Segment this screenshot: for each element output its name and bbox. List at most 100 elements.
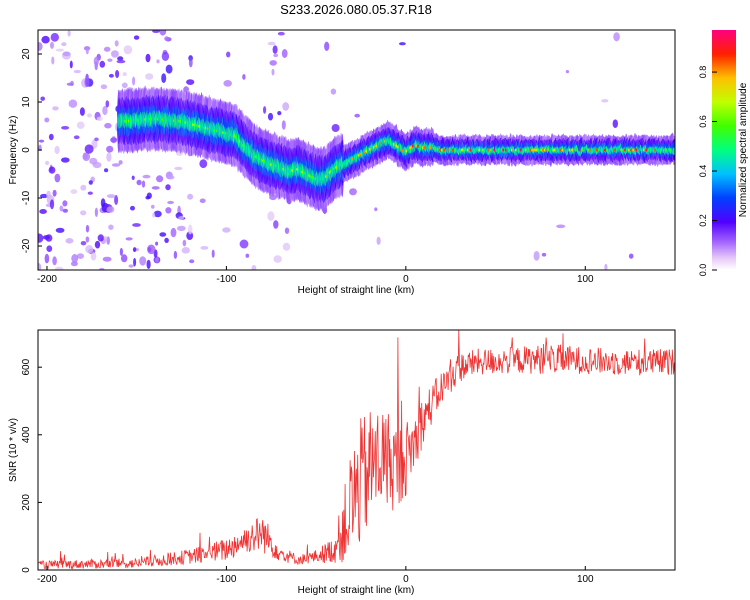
spectrogram-noise-blob (38, 42, 43, 51)
spectrogram-noise-blob (281, 120, 286, 130)
spectrogram-noise-blob (110, 137, 118, 143)
spectrogram-noise-blob (116, 59, 126, 64)
spectrogram-noise-blob (94, 207, 98, 217)
spectrogram-noise-blob (40, 96, 45, 101)
spectrogram-noise-blob (142, 174, 151, 179)
spectrogram-noise-blob (239, 239, 249, 249)
spectrogram-noise-blob (156, 175, 164, 183)
spectrogram-noise-blob (269, 194, 277, 201)
spectrogram-noise-blob (107, 58, 113, 62)
spectrogram-noise-blob (164, 36, 170, 41)
spectrogram-noise-blob (273, 255, 282, 263)
spectrogram-noise-blob (628, 253, 634, 259)
spectrogram-noise-blob (111, 163, 121, 167)
spectrogram-noise-blob (114, 195, 119, 205)
spectrogram-noise-blob (38, 139, 45, 143)
spectrogram-noise-blob (152, 30, 160, 33)
spectrogram-noise-blob (62, 200, 68, 207)
spectrogram-noise-blob (133, 35, 140, 40)
spectrogram-noise-blob (601, 99, 609, 103)
spectrogram-noise-blob (152, 212, 156, 218)
spectrogram-noise-blob (82, 152, 91, 161)
spectrogram-noise-blob (139, 256, 147, 266)
spectrogram-noise-blob (85, 236, 90, 243)
spectrogram-noise-blob (132, 223, 141, 227)
spectrogram-noise-blob (164, 237, 169, 243)
spectrogram-noise-blob (147, 244, 156, 255)
spectrogram-noise-blob (79, 107, 85, 116)
spectrogram-noise-blob (242, 74, 246, 80)
spectrogram-noise-blob (69, 60, 73, 69)
spectrogram-noise-blob (533, 251, 540, 261)
snr-y-tick-label: 400 (21, 426, 32, 443)
colorbar: 0.0 0.2 0.4 0.6 0.8 Normalized spectral ampl… (698, 30, 749, 276)
spectrogram-noise-blob (38, 263, 42, 270)
spectrogram-noise-blob (121, 82, 128, 89)
spectrogram-noise-blob (199, 198, 206, 204)
spectrogram-noise-blob (61, 51, 71, 60)
spectrogram-noise-blob (200, 246, 209, 250)
spectrogram-noise-blob (118, 160, 123, 165)
spectrogram-noise-blob (119, 247, 123, 256)
spectrogram-noise-blob (45, 160, 50, 166)
spectrogram-noise-blob (102, 256, 112, 262)
spectrogram-noise-blob (170, 227, 177, 238)
spectrogram-noise-blob (222, 227, 231, 233)
spectrogram-noise-blob (103, 46, 111, 52)
spectrogram-noise-blob (173, 250, 178, 259)
spectrogram-noise-blob (38, 144, 42, 152)
spectrogram-noise-blob (108, 224, 114, 230)
spectrogram-noise-blob (161, 73, 167, 83)
spectrogram-noise-blob (84, 144, 94, 154)
snr-x-tick-label: -100 (216, 574, 236, 585)
spectrogram-noise-blob (174, 166, 183, 171)
spectrogram-noise-blob (181, 247, 190, 254)
colorbar-tick-label: 0.8 (698, 66, 708, 79)
spectrogram-noise-blob (354, 113, 361, 118)
spectrogram-noise-blob (104, 168, 109, 173)
spectrogram-noise-blob (271, 68, 275, 76)
spectrogram-band-cell (672, 147, 675, 155)
spectrogram-noise-blob (94, 240, 101, 249)
spectrogram-noise-blob (136, 179, 142, 186)
spectrogram-noise-blob (54, 145, 60, 155)
spectrogram-noise-blob (267, 211, 275, 221)
spectrogram-noise-blob (89, 157, 98, 165)
spectrogram-noise-blob (39, 209, 47, 214)
snr-panel: -200 -100 0 100 0 200 400 600 Height of straig… (8, 329, 676, 596)
spectrogram-noise-blob (188, 58, 193, 68)
figure-title: S233.2026.080.05.37.R18 (280, 2, 432, 17)
spectrogram-noise-blob (68, 99, 78, 108)
snr-x-tick-label: 0 (403, 574, 409, 585)
spectrogram-noise-blob (106, 194, 116, 199)
spectrogram-noise-blob (87, 191, 93, 195)
spectrogram-noise-blob (48, 133, 54, 141)
colorbar-tick-label: 0.6 (698, 115, 708, 128)
spectrogram-noise-blob (61, 126, 70, 130)
spectrogram-noise-blob (145, 53, 151, 63)
spectrogram-noise-blob (167, 175, 175, 180)
spectrogram-noise-blob (97, 234, 105, 242)
spectrogram-noise-blob (96, 116, 103, 122)
spectrogram-noise-blob (59, 205, 64, 212)
colorbar-tick-label: 0.2 (698, 214, 708, 227)
spectrogram-x-tick-label: 0 (403, 274, 409, 285)
spectrogram-noise-blob (284, 227, 290, 234)
spectrogram-noise-blob (330, 88, 337, 95)
spectrogram-noise-blob (277, 111, 282, 116)
spectrogram-noise-blob (45, 234, 53, 242)
spectrogram-noise-blob (76, 253, 84, 259)
spectrogram-noise-blob (121, 254, 128, 263)
spectrogram-noise-blob (541, 252, 547, 257)
spectrogram-noise-blob (52, 256, 57, 266)
snr-x-tick-label: 100 (577, 574, 594, 585)
spectrogram-noise-blob (76, 121, 85, 129)
spectrogram-noise-blob (155, 241, 159, 246)
spectrogram-noise-blob (80, 241, 87, 246)
snr-series-line (38, 330, 675, 570)
spectrogram-x-tick-label: 100 (577, 274, 594, 285)
spectrogram-noise-blob (272, 45, 278, 54)
spectrogram-noise-blob (114, 40, 119, 47)
spectrogram-noise-blob (153, 210, 162, 218)
